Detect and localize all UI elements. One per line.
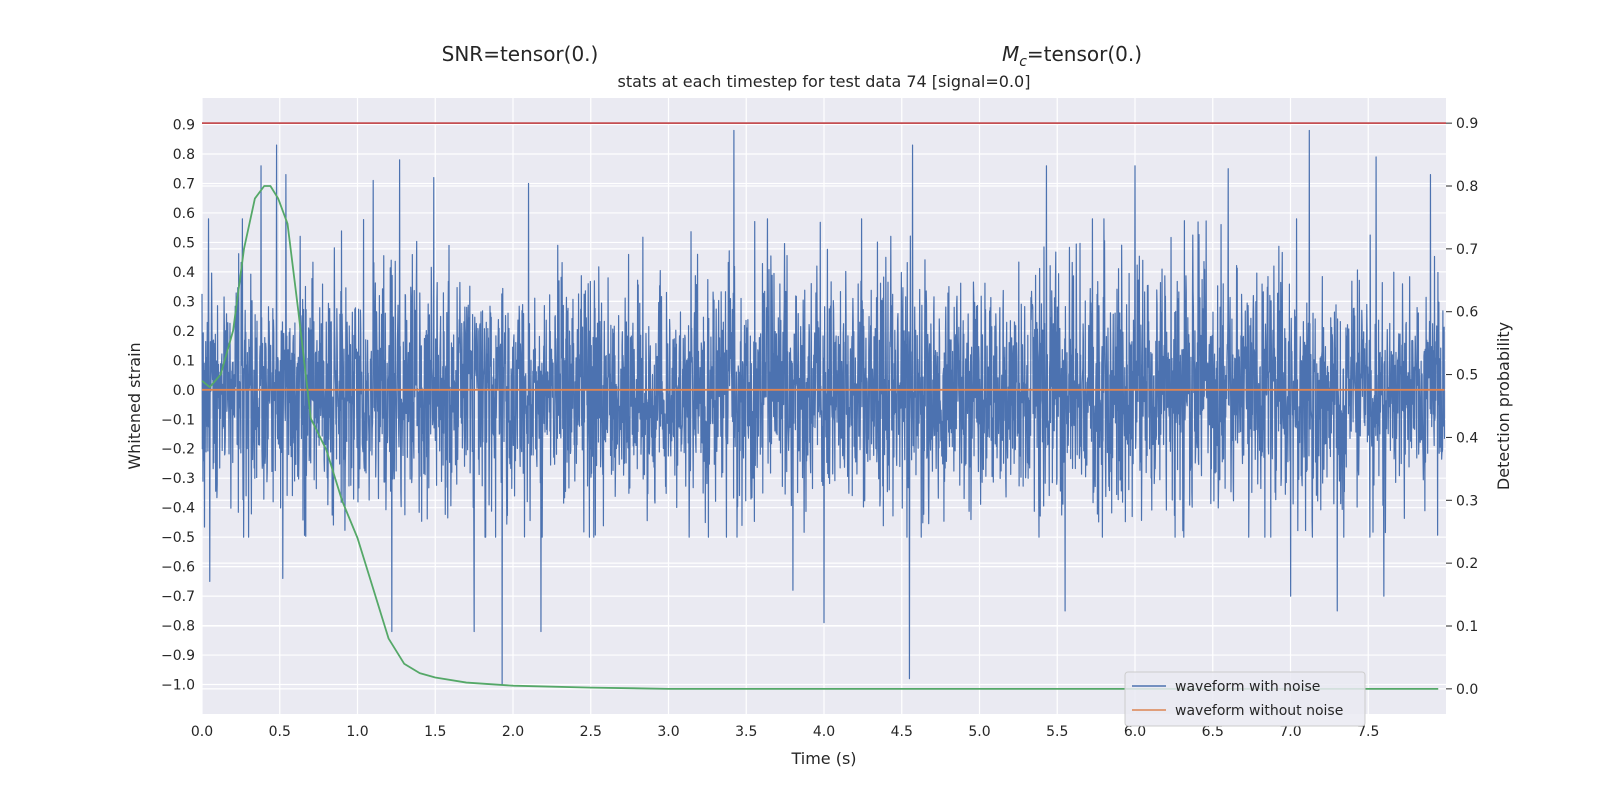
suptitle-chirp-mass-rest: =tensor(0.) xyxy=(1027,42,1142,66)
suptitle-chirp-mass-subscript: c xyxy=(1019,54,1027,70)
x-tick-label: 6.0 xyxy=(1124,724,1146,740)
x-tick-labels: 0.0 0.5 1.0 1.5 2.0 2.5 3.0 3.5 4.0 4.5 5.0 5.5 6.0 6… xyxy=(191,724,1380,740)
suptitle-chirp-mass: Mc=tensor(0.) xyxy=(1002,42,1142,70)
y-tick-label: −0.3 xyxy=(161,471,195,487)
y-tick-label: −0.5 xyxy=(161,530,195,546)
x-axis-label: Time (s) xyxy=(790,749,856,768)
x-tick-label: 6.5 xyxy=(1202,724,1224,740)
x-tick-label: 7.5 xyxy=(1357,724,1379,740)
y-right-tick-label: 0.4 xyxy=(1456,430,1478,446)
y-right-axis-label: Detection probability xyxy=(1494,322,1513,490)
y-right-tick-label: 0.2 xyxy=(1456,556,1478,572)
y-right-tick-label: 0.5 xyxy=(1456,368,1478,384)
y-axis-label: Whitened strain xyxy=(125,342,144,469)
y-tick-label: −1.0 xyxy=(161,678,195,694)
legend: waveform with noise waveform without noi… xyxy=(1124,671,1366,727)
y-tick-label: 0.3 xyxy=(173,294,195,310)
y-tick-label: 0.1 xyxy=(173,353,195,369)
x-tick-label: 1.0 xyxy=(346,724,368,740)
suptitle-chirp-mass-symbol: M xyxy=(1002,42,1019,66)
x-tick-label: 2.0 xyxy=(502,724,524,740)
noise-waveform xyxy=(201,129,1446,686)
y-tick-label: 0.2 xyxy=(173,324,195,340)
y-tick-label: −0.8 xyxy=(161,619,195,635)
x-tick-label: 2.5 xyxy=(580,724,602,740)
y-tick-label: −0.6 xyxy=(161,560,195,576)
x-tick-label: 4.5 xyxy=(891,724,913,740)
overlay-lines xyxy=(201,122,1446,690)
x-tick-label: 0.5 xyxy=(269,724,291,740)
y-tick-label: −0.2 xyxy=(161,442,195,458)
y-right-tick-label: 0.8 xyxy=(1456,179,1478,195)
series-waveform-with-noise xyxy=(201,129,1446,686)
x-tick-label: 5.0 xyxy=(968,724,990,740)
x-tick-label: 7.0 xyxy=(1279,724,1301,740)
x-tick-label: 4.0 xyxy=(813,724,835,740)
y-tick-label: −0.9 xyxy=(161,648,195,664)
y-tick-label: −0.4 xyxy=(161,501,195,517)
x-tick-label: 3.5 xyxy=(735,724,757,740)
legend-label-clean: waveform without noise xyxy=(1175,703,1343,719)
y-tick-label: 0.6 xyxy=(173,206,195,222)
y-right-tick-label: 0.3 xyxy=(1456,493,1478,509)
y-tick-label: 0.8 xyxy=(173,147,195,163)
legend-box xyxy=(1124,671,1366,727)
y-right-tick-label: 0.0 xyxy=(1456,682,1478,698)
x-tick-label: 1.5 xyxy=(424,724,446,740)
y-tick-labels: 0.9 0.8 0.7 0.6 0.5 0.4 0.3 0.2 0.1 0.0 −0.1 −0.2 −0… xyxy=(161,118,195,694)
x-tick-label: 0.0 xyxy=(191,724,213,740)
y-right-tick-label: 0.7 xyxy=(1456,242,1478,258)
chart-title: stats at each timestep for test data 74 … xyxy=(618,72,1031,91)
x-tick-label: 3.0 xyxy=(657,724,679,740)
y-tick-label: −0.7 xyxy=(161,589,195,605)
x-tick-label: 5.5 xyxy=(1046,724,1068,740)
y-tick-label: 0.4 xyxy=(173,265,195,281)
legend-label-noise: waveform with noise xyxy=(1175,679,1320,695)
y-tick-label: 0.5 xyxy=(173,235,195,251)
y-right-tick-label: 0.9 xyxy=(1456,116,1478,132)
y-right-tick-labels: 0.9 0.8 0.7 0.6 0.5 0.4 0.3 0.2 0.1 0.0 xyxy=(1446,116,1478,698)
y-tick-label: 0.7 xyxy=(173,176,195,192)
y-tick-label: −0.1 xyxy=(161,412,195,428)
y-right-tick-label: 0.6 xyxy=(1456,305,1478,321)
y-right-tick-label: 0.1 xyxy=(1456,619,1478,635)
y-tick-label: 0.0 xyxy=(173,383,195,399)
suptitle-snr: SNR=tensor(0.) xyxy=(442,42,599,66)
series-detection-probability xyxy=(201,185,1439,690)
y-tick-label: 0.9 xyxy=(173,118,195,134)
